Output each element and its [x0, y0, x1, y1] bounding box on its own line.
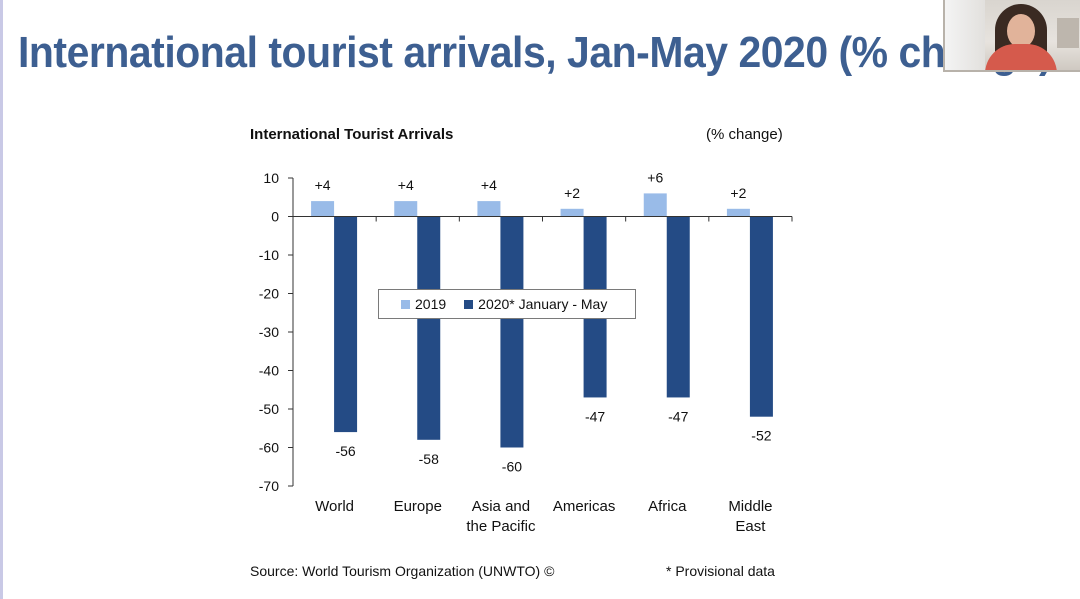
- bar-2019-3: [560, 208, 584, 217]
- chart-legend: 2019 2020* January - May: [378, 289, 636, 319]
- legend-swatch-2020: [464, 299, 474, 309]
- source-note: Source: World Tourism Organization (UNWT…: [250, 563, 555, 579]
- bar-2020-2: [500, 216, 524, 448]
- webcam-presenter-face: [1007, 14, 1035, 48]
- legend-item-2019: 2019: [401, 296, 446, 312]
- bar-2019-1: [394, 201, 418, 217]
- slide-left-border: [0, 0, 3, 599]
- y-tick-label: -60: [259, 440, 279, 456]
- data-label: -47: [585, 408, 605, 424]
- bar-2020-4: [666, 216, 690, 398]
- bar-2019-0: [311, 201, 335, 217]
- y-tick-label: 10: [263, 170, 279, 186]
- category-label: Americas: [553, 498, 616, 515]
- bar-2020-1: [417, 216, 441, 440]
- y-tick-label: -20: [259, 286, 279, 302]
- y-tick-label: -30: [259, 324, 279, 340]
- category-label: World: [315, 498, 354, 515]
- data-label: +4: [481, 177, 497, 193]
- bar-2019-2: [477, 201, 501, 217]
- data-label: -56: [335, 443, 355, 459]
- legend-swatch-2019: [401, 299, 410, 309]
- webcam-shelf: [1057, 18, 1079, 48]
- y-tick-label: 0: [271, 209, 279, 225]
- data-label: +4: [398, 177, 414, 193]
- bar-2020-5: [749, 216, 773, 417]
- y-tick-label: -40: [259, 363, 279, 379]
- legend-item-2020: 2020* January - May: [464, 296, 607, 312]
- category-label: Europe: [394, 498, 442, 515]
- webcam-window-light: [945, 0, 985, 70]
- data-label: +2: [564, 185, 580, 201]
- category-label: East: [735, 518, 766, 535]
- data-label: -47: [668, 408, 688, 424]
- chart-title: International Tourist Arrivals: [250, 126, 453, 143]
- category-label: Africa: [648, 498, 687, 515]
- webcam-video-thumbnail[interactable]: [943, 0, 1080, 72]
- legend-label-2020: 2020* January - May: [478, 296, 608, 312]
- y-tick-label: -10: [259, 247, 279, 263]
- data-label: -60: [502, 459, 522, 475]
- legend-label-2019: 2019: [415, 296, 447, 312]
- slide-title: International tourist arrivals, Jan-May …: [18, 28, 1053, 77]
- data-label: -58: [419, 451, 439, 467]
- category-label: Asia and: [472, 498, 530, 515]
- bar-2019-5: [726, 208, 750, 217]
- bar-2019-4: [643, 193, 667, 217]
- data-label: +4: [315, 177, 331, 193]
- y-tick-label: -50: [259, 401, 279, 417]
- chart-unit-label: (% change): [706, 126, 783, 143]
- data-label: +2: [730, 185, 746, 201]
- chart-marks: 10 0 -10 -20 -30 -40 -50 -60 -70 +4 +4 +4 +2 +6 +2 -56 -…: [259, 169, 793, 535]
- category-label: Middle: [728, 498, 772, 515]
- bar-2020-0: [334, 216, 358, 433]
- provisional-note: * Provisional data: [666, 563, 775, 579]
- data-label: -52: [751, 428, 771, 444]
- data-label: +6: [647, 169, 663, 185]
- category-label: the Pacific: [466, 518, 536, 535]
- y-tick-label: -70: [259, 478, 279, 494]
